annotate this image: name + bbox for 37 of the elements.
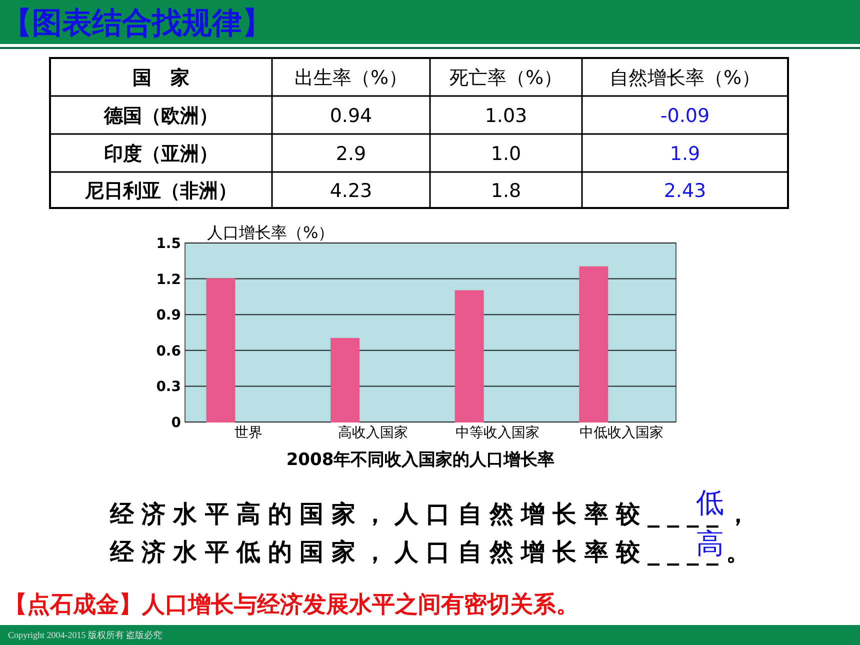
text: 【图表结合找规律】 (2, 6, 272, 41)
text: 2.43 (664, 180, 706, 202)
text: Copyright 2004-2015 版权所有 盗版必究 (8, 630, 162, 640)
text: 印度（亚洲） (104, 143, 218, 165)
y-tick-label: 0.3 (156, 379, 181, 396)
text: -0.09 (660, 105, 710, 127)
bar (454, 290, 484, 422)
text: 出生率（%） (294, 67, 408, 89)
text: 德国（欧洲） (103, 105, 218, 127)
y-tick-label: 0.6 (156, 343, 181, 360)
text: 1.03 (484, 105, 528, 127)
x-tick-label: 中等收入国家 (455, 425, 540, 441)
bar (330, 338, 360, 422)
text: 国 家 (132, 67, 190, 89)
text: 1.8 (490, 180, 522, 202)
y-tick-label: 1.5 (156, 236, 181, 252)
x-tick-label: 高收入国家 (338, 425, 408, 441)
text: 2.9 (336, 143, 366, 165)
text: 高 (696, 527, 724, 560)
text: 1.0 (490, 143, 522, 165)
x-tick-label: 中低收入国家 (580, 425, 664, 441)
text: 【点石成金】人口增长与经济发展水平之间有密切关系。 (4, 591, 579, 618)
x-tick-label: 世界 (234, 425, 263, 441)
bar (206, 278, 236, 422)
bar (579, 266, 608, 422)
y-axis-title: 人口增长率（%） (207, 223, 334, 242)
text: 0.94 (330, 105, 372, 127)
text: 死亡率（%） (449, 67, 563, 89)
y-tick-label: 0.9 (156, 308, 181, 324)
y-tick-label: 1.2 (156, 272, 181, 288)
text: 4.23 (330, 180, 372, 202)
text: 1.9 (670, 143, 700, 165)
y-tick-label: 0 (171, 415, 182, 431)
text: 自然增长率（%） (609, 67, 761, 89)
text: 尼日利亚（非洲） (84, 180, 237, 202)
text: 2008年不同收入国家的人口增长率 (286, 450, 555, 470)
text: 低 (696, 486, 724, 519)
